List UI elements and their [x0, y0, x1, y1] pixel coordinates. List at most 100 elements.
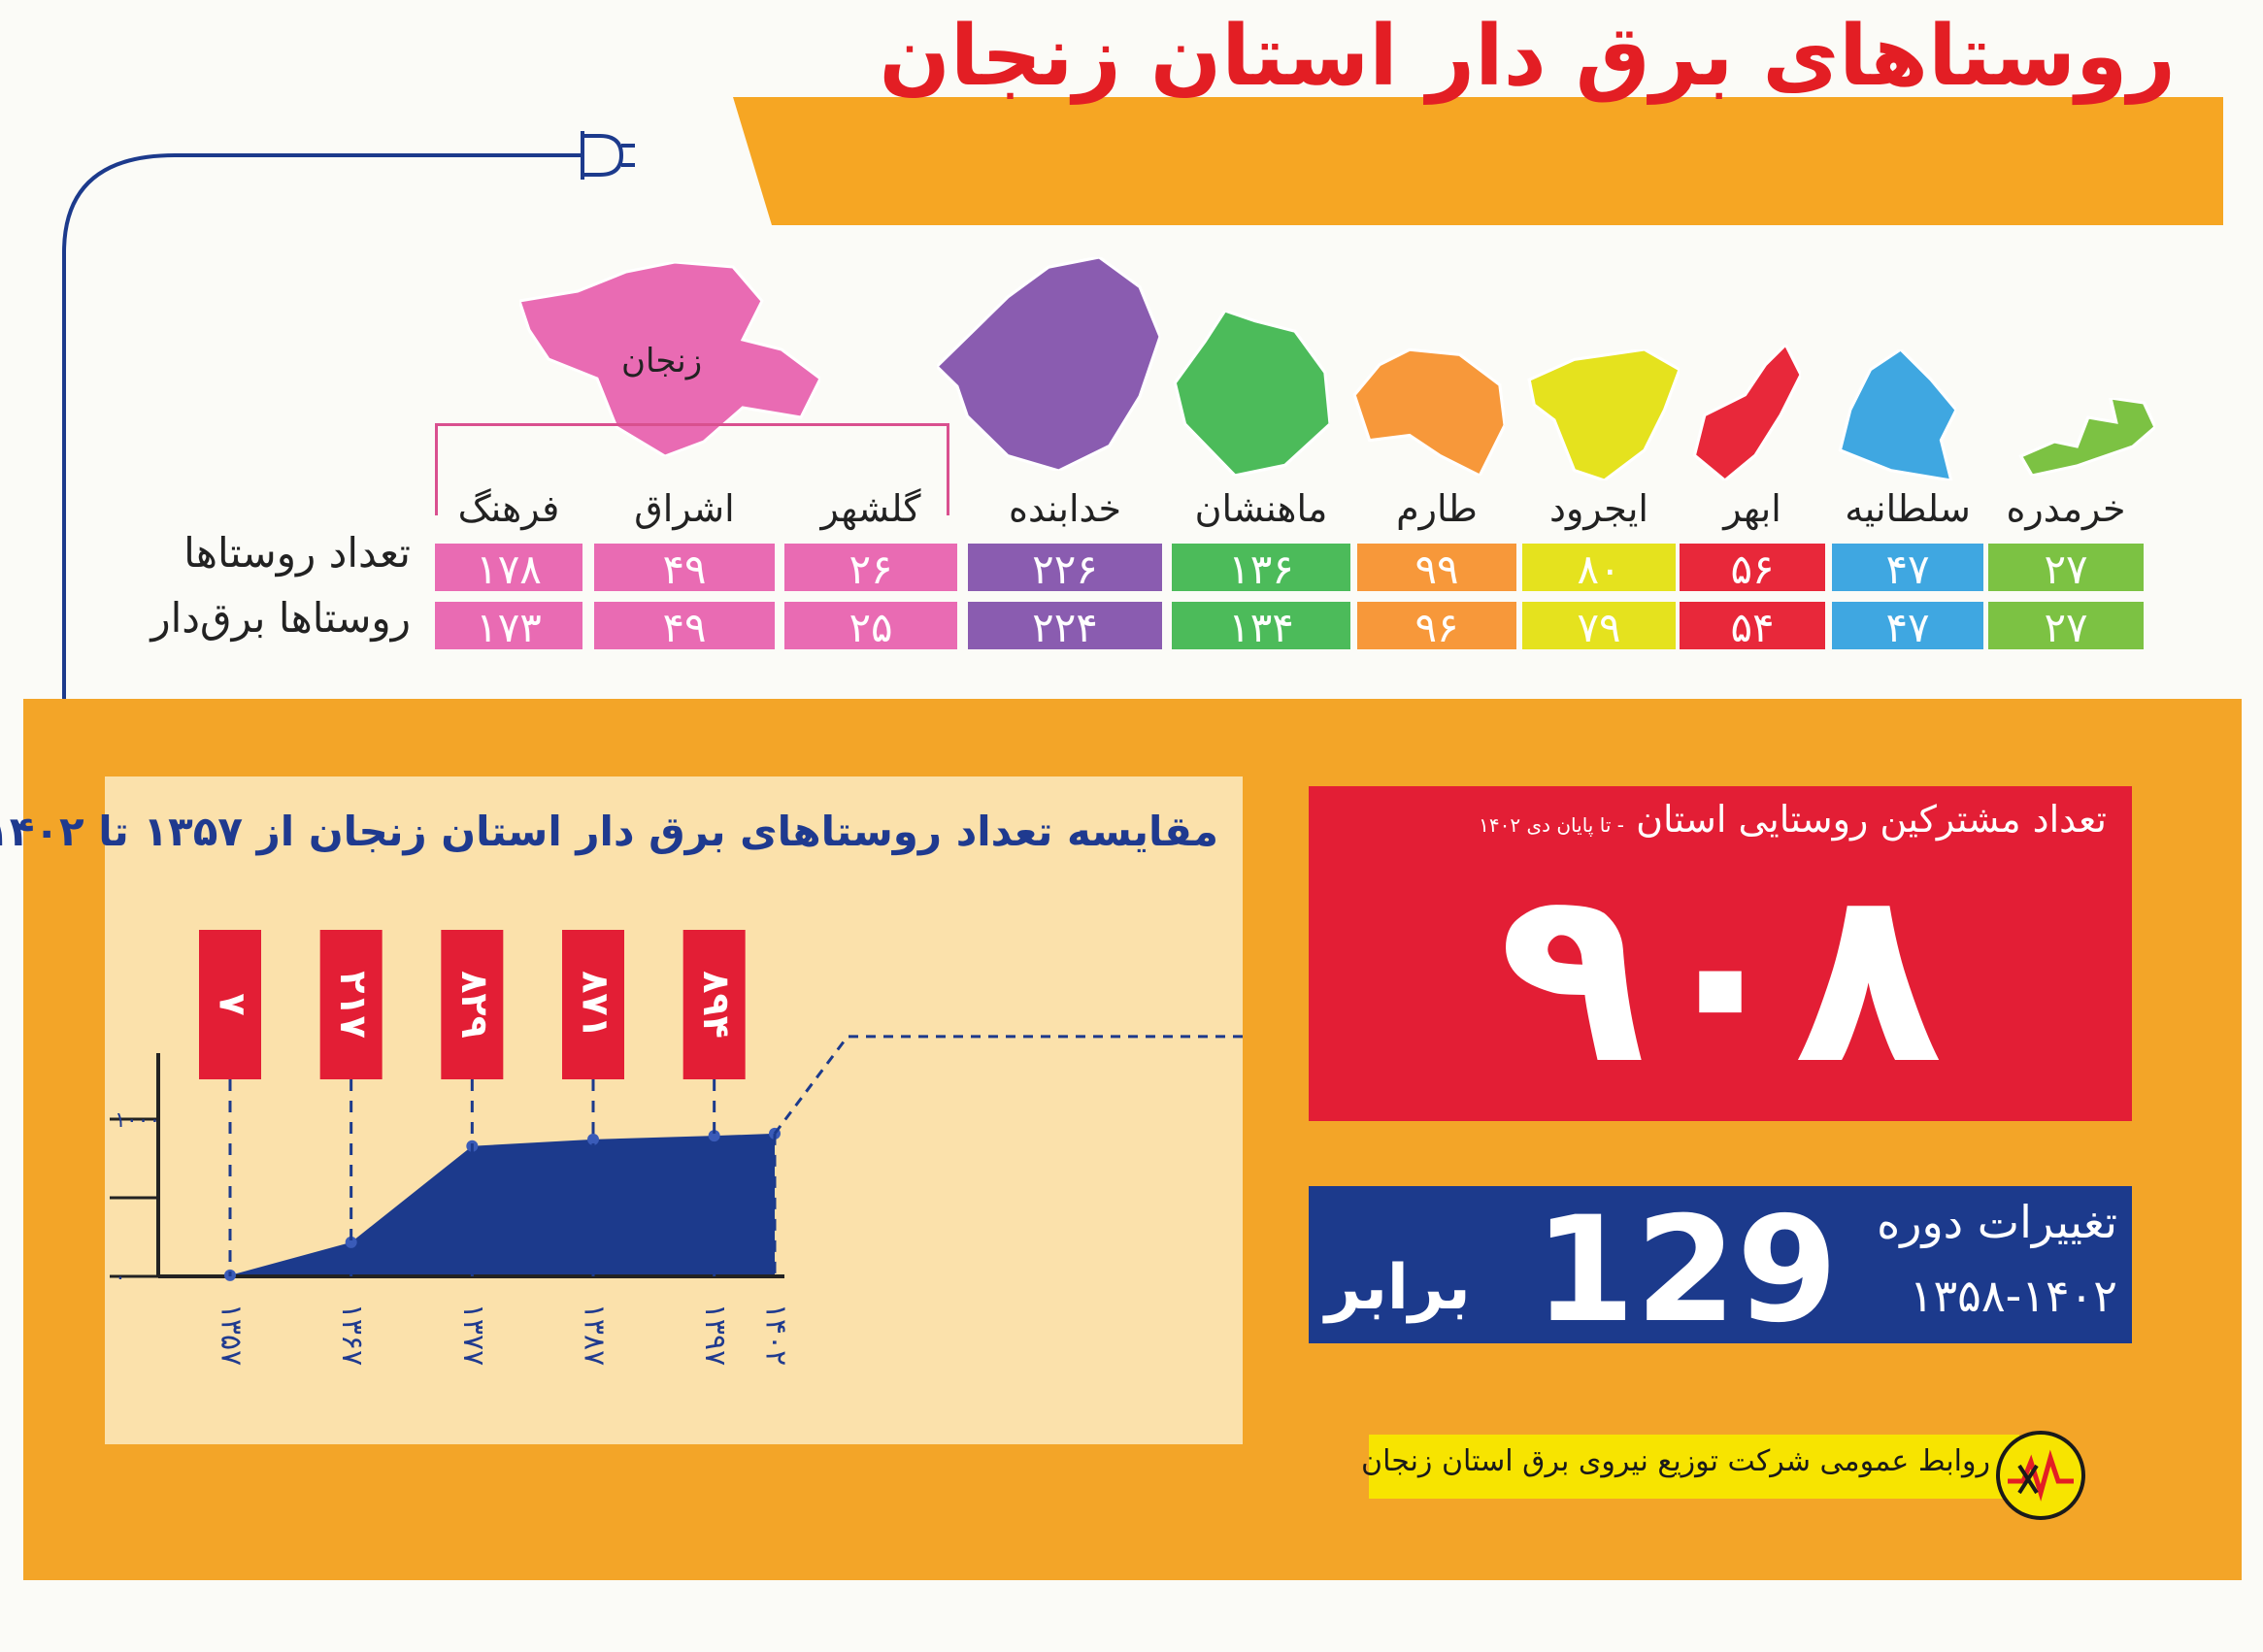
table-cell-total: ۲۷: [1988, 544, 2144, 593]
table-cell-value: ۵۶: [1730, 545, 1775, 593]
table-cell-value: ۲۲۴: [1032, 603, 1098, 651]
county-name: ابهر: [1723, 487, 1781, 530]
table-cell-total: ۱۷۸: [435, 544, 582, 593]
table-cell-value: ۲۲۶: [1032, 545, 1098, 593]
table-cell-value: ۲۶: [849, 545, 893, 593]
table-cell-electrified: ۴۷: [1832, 602, 1983, 651]
footer-strip: [1369, 1435, 2019, 1499]
subscribers-title: تعداد مشترکین روستایی استان - تا پایان د…: [1320, 798, 2107, 841]
table-cell-total: ۵۶: [1680, 544, 1825, 593]
table-cell-total: ۸۰: [1522, 544, 1676, 593]
table-cell-value: ۱۷۸: [476, 545, 542, 593]
value-label-box: [562, 930, 624, 1079]
x-tick-label: ۱۳۸۷: [578, 1304, 612, 1366]
county-name: سلطانیه: [1845, 487, 1971, 530]
table-cell-total: ۲۲۶: [968, 544, 1162, 593]
title-banner: [733, 97, 2223, 225]
table-cell-electrified: ۹۶: [1357, 602, 1516, 651]
table-cell-value: ۵۴: [1730, 603, 1775, 651]
area-chart: ۰ ۱۰۰۰ ۷ ۱۳۵۷ ۲۱۷ ۱۳۶۷ ۸۲۹ ۱۳۷۷ ۸۷۱ ۱۳۸۷ ۸۹۴ ۱۳۹۷ ۱۴…: [110, 930, 1243, 1366]
page-title: روستاهای برق دار استان زنجان: [879, 8, 2176, 105]
subscribers-value: ۹۰۸: [1498, 835, 1943, 1117]
county-name: ماهنشان: [1194, 487, 1328, 530]
connector-line: [773, 1035, 1243, 1135]
table-cell-total: ۴۷: [1832, 544, 1983, 593]
value-label-box: [682, 930, 746, 1079]
x-tick-label: ۱۳۶۷: [335, 1304, 369, 1366]
table-cell-electrified: ۱۷۳: [435, 602, 582, 651]
table-cell-value: ۴۹: [662, 603, 707, 651]
county-map-1: [1830, 349, 1956, 480]
table-cell-value: ۷۹: [1577, 603, 1621, 651]
y-tick-label: ۰: [115, 1266, 126, 1290]
change-range: ۱۳۵۸-۱۴۰۲: [1909, 1270, 2117, 1322]
chart-title: مقایسه تعداد روستاهای برق دار استان زنجا…: [0, 808, 1218, 855]
data-point: [345, 1236, 357, 1248]
chart-panel: [105, 776, 1243, 1444]
county-name: خرمدره: [2006, 487, 2126, 530]
y-tick-label: ۱۰۰۰: [115, 1108, 160, 1133]
county-map-0: [2010, 398, 2155, 476]
table-cell-value: ۱۷۳: [476, 603, 542, 651]
row-label-electrified: روستاها برق‌دار: [150, 594, 411, 642]
value-label: ۲۱۷: [332, 971, 375, 1039]
subscribers-note: - تا پایان دی ۱۴۰۲: [1479, 813, 1624, 837]
row-label-total: تعداد روستاها: [183, 529, 411, 577]
table-cell-value: ۹۶: [1414, 603, 1459, 651]
table-cell-value: ۲۷: [2044, 603, 2088, 651]
table-cell-electrified: ۷۹: [1522, 602, 1676, 651]
table-cell-total: ۹۹: [1357, 544, 1516, 593]
value-label-box: [441, 930, 504, 1079]
county-map-4: [1349, 345, 1505, 476]
value-label: ۷: [212, 993, 254, 1015]
x-tick-label: ۱۳۵۷: [215, 1304, 249, 1366]
county-name: فرهنگ: [457, 487, 560, 530]
table-cell-value: ۲۷: [2044, 545, 2088, 593]
change-value: 129: [1534, 1186, 1839, 1355]
county-name: خدابنده: [1009, 487, 1121, 530]
change-unit: برابر: [1325, 1252, 1471, 1324]
table-cell-value: ۸۰: [1577, 545, 1621, 593]
table-cell-total: ۴۹: [594, 544, 775, 593]
x-tick-label: ۱۴۰۲: [759, 1304, 793, 1366]
x-tick-label: ۱۳۹۷: [698, 1304, 732, 1366]
power-company-logo-icon: [1996, 1431, 2085, 1520]
table-cell-value: ۴۹: [662, 545, 707, 593]
zanjan-county-map: [519, 262, 820, 456]
table-cell-value: ۹۹: [1414, 545, 1459, 593]
area-series: [230, 1133, 775, 1276]
value-label: ۸۲۹: [453, 971, 496, 1039]
county-map-5: [1165, 311, 1330, 476]
zanjan-group-bracket: [435, 423, 949, 515]
county-name: گلشهر: [820, 487, 921, 530]
plug-icon-top: [581, 131, 635, 180]
table-cell-value: ۴۷: [1885, 545, 1930, 593]
subscribers-title-text: تعداد مشترکین روستایی استان: [1636, 798, 2107, 841]
county-name: طارم: [1396, 487, 1478, 530]
data-point: [708, 1130, 720, 1142]
county-map-2: [1684, 345, 1801, 480]
table-cell-electrified: ۵۴: [1680, 602, 1825, 651]
county-map-6: [937, 257, 1160, 471]
value-label-box: [319, 930, 383, 1079]
table-cell-electrified: ۴۹: [594, 602, 775, 651]
subscribers-box: [1309, 786, 2132, 1121]
table-cell-total: ۲۶: [784, 544, 957, 593]
value-label: ۸۹۴: [695, 971, 738, 1039]
county-name: اشراق: [634, 487, 735, 530]
change-box: [1309, 1186, 2132, 1343]
value-label-box: [199, 930, 261, 1079]
zanjan-map-label: زنجان: [621, 342, 703, 380]
table-cell-value: ۱۳۴: [1228, 603, 1294, 651]
county-map-3: [1524, 349, 1680, 480]
table-cell-value: ۱۳۶: [1228, 545, 1294, 593]
value-label: ۸۷۱: [575, 971, 617, 1039]
table-cell-total: ۱۳۶: [1172, 544, 1350, 593]
footer-text: روابط عمومی شرکت توزیع نیروی برق استان ز…: [1361, 1444, 1990, 1478]
table-cell-electrified: ۱۳۴: [1172, 602, 1350, 651]
table-cell-value: ۴۷: [1885, 603, 1930, 651]
table-cell-electrified: ۲۷: [1988, 602, 2144, 651]
change-label: تغییرات دوره: [1877, 1196, 2117, 1248]
table-cell-electrified: ۲۵: [784, 602, 957, 651]
table-cell-value: ۲۵: [849, 603, 893, 651]
